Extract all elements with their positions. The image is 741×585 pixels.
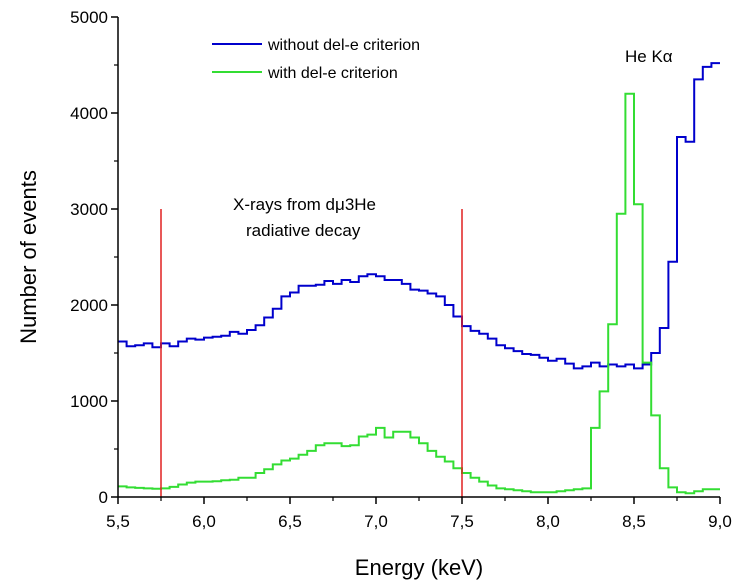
annotation-xrays-suffix: 3He bbox=[345, 195, 376, 214]
x-tick-label: 6,5 bbox=[278, 512, 302, 531]
y-axis-title: Number of events bbox=[16, 170, 41, 344]
x-axis-title: Energy (keV) bbox=[355, 555, 483, 580]
series-line-0 bbox=[118, 62, 720, 370]
legend-entry-without: without del-e criterion bbox=[267, 37, 420, 54]
y-tick-label: 3000 bbox=[70, 200, 108, 219]
y-tick-label: 1000 bbox=[70, 392, 108, 411]
annotation-xrays-prefix: X-rays from d bbox=[233, 195, 335, 214]
chart-text: Energy (keV) Number of events without de… bbox=[16, 37, 673, 580]
y-tick-label: 5000 bbox=[70, 8, 108, 27]
x-tick-label: 5,5 bbox=[106, 512, 130, 531]
annotation-xrays-line2: radiative decay bbox=[246, 221, 361, 240]
x-tick-label: 7,0 bbox=[364, 512, 388, 531]
y-tick-label: 4000 bbox=[70, 104, 108, 123]
plot-area bbox=[118, 62, 720, 497]
x-tick-label: 7,5 bbox=[450, 512, 474, 531]
x-tick-label: 8,0 bbox=[536, 512, 560, 531]
annotation-xrays-line1: X-rays from dμ3He bbox=[233, 195, 376, 214]
y-tick-label: 2000 bbox=[70, 296, 108, 315]
x-tick-label: 6,0 bbox=[192, 512, 216, 531]
y-tick-label: 0 bbox=[99, 488, 108, 507]
annotation-he-k-alpha: He Kα bbox=[625, 47, 673, 66]
x-tick-label: 8,5 bbox=[622, 512, 646, 531]
annotation-xrays-mu: μ bbox=[335, 195, 345, 214]
legend-entry-with: with del-e criterion bbox=[267, 65, 398, 82]
series-line-1 bbox=[118, 92, 720, 495]
x-tick-label: 9,0 bbox=[708, 512, 732, 531]
axes: 5,5 6,0 6,5 7,0 7,5 8,0 8,5 9,0 0 1000 2000 3000 400… bbox=[70, 8, 732, 531]
